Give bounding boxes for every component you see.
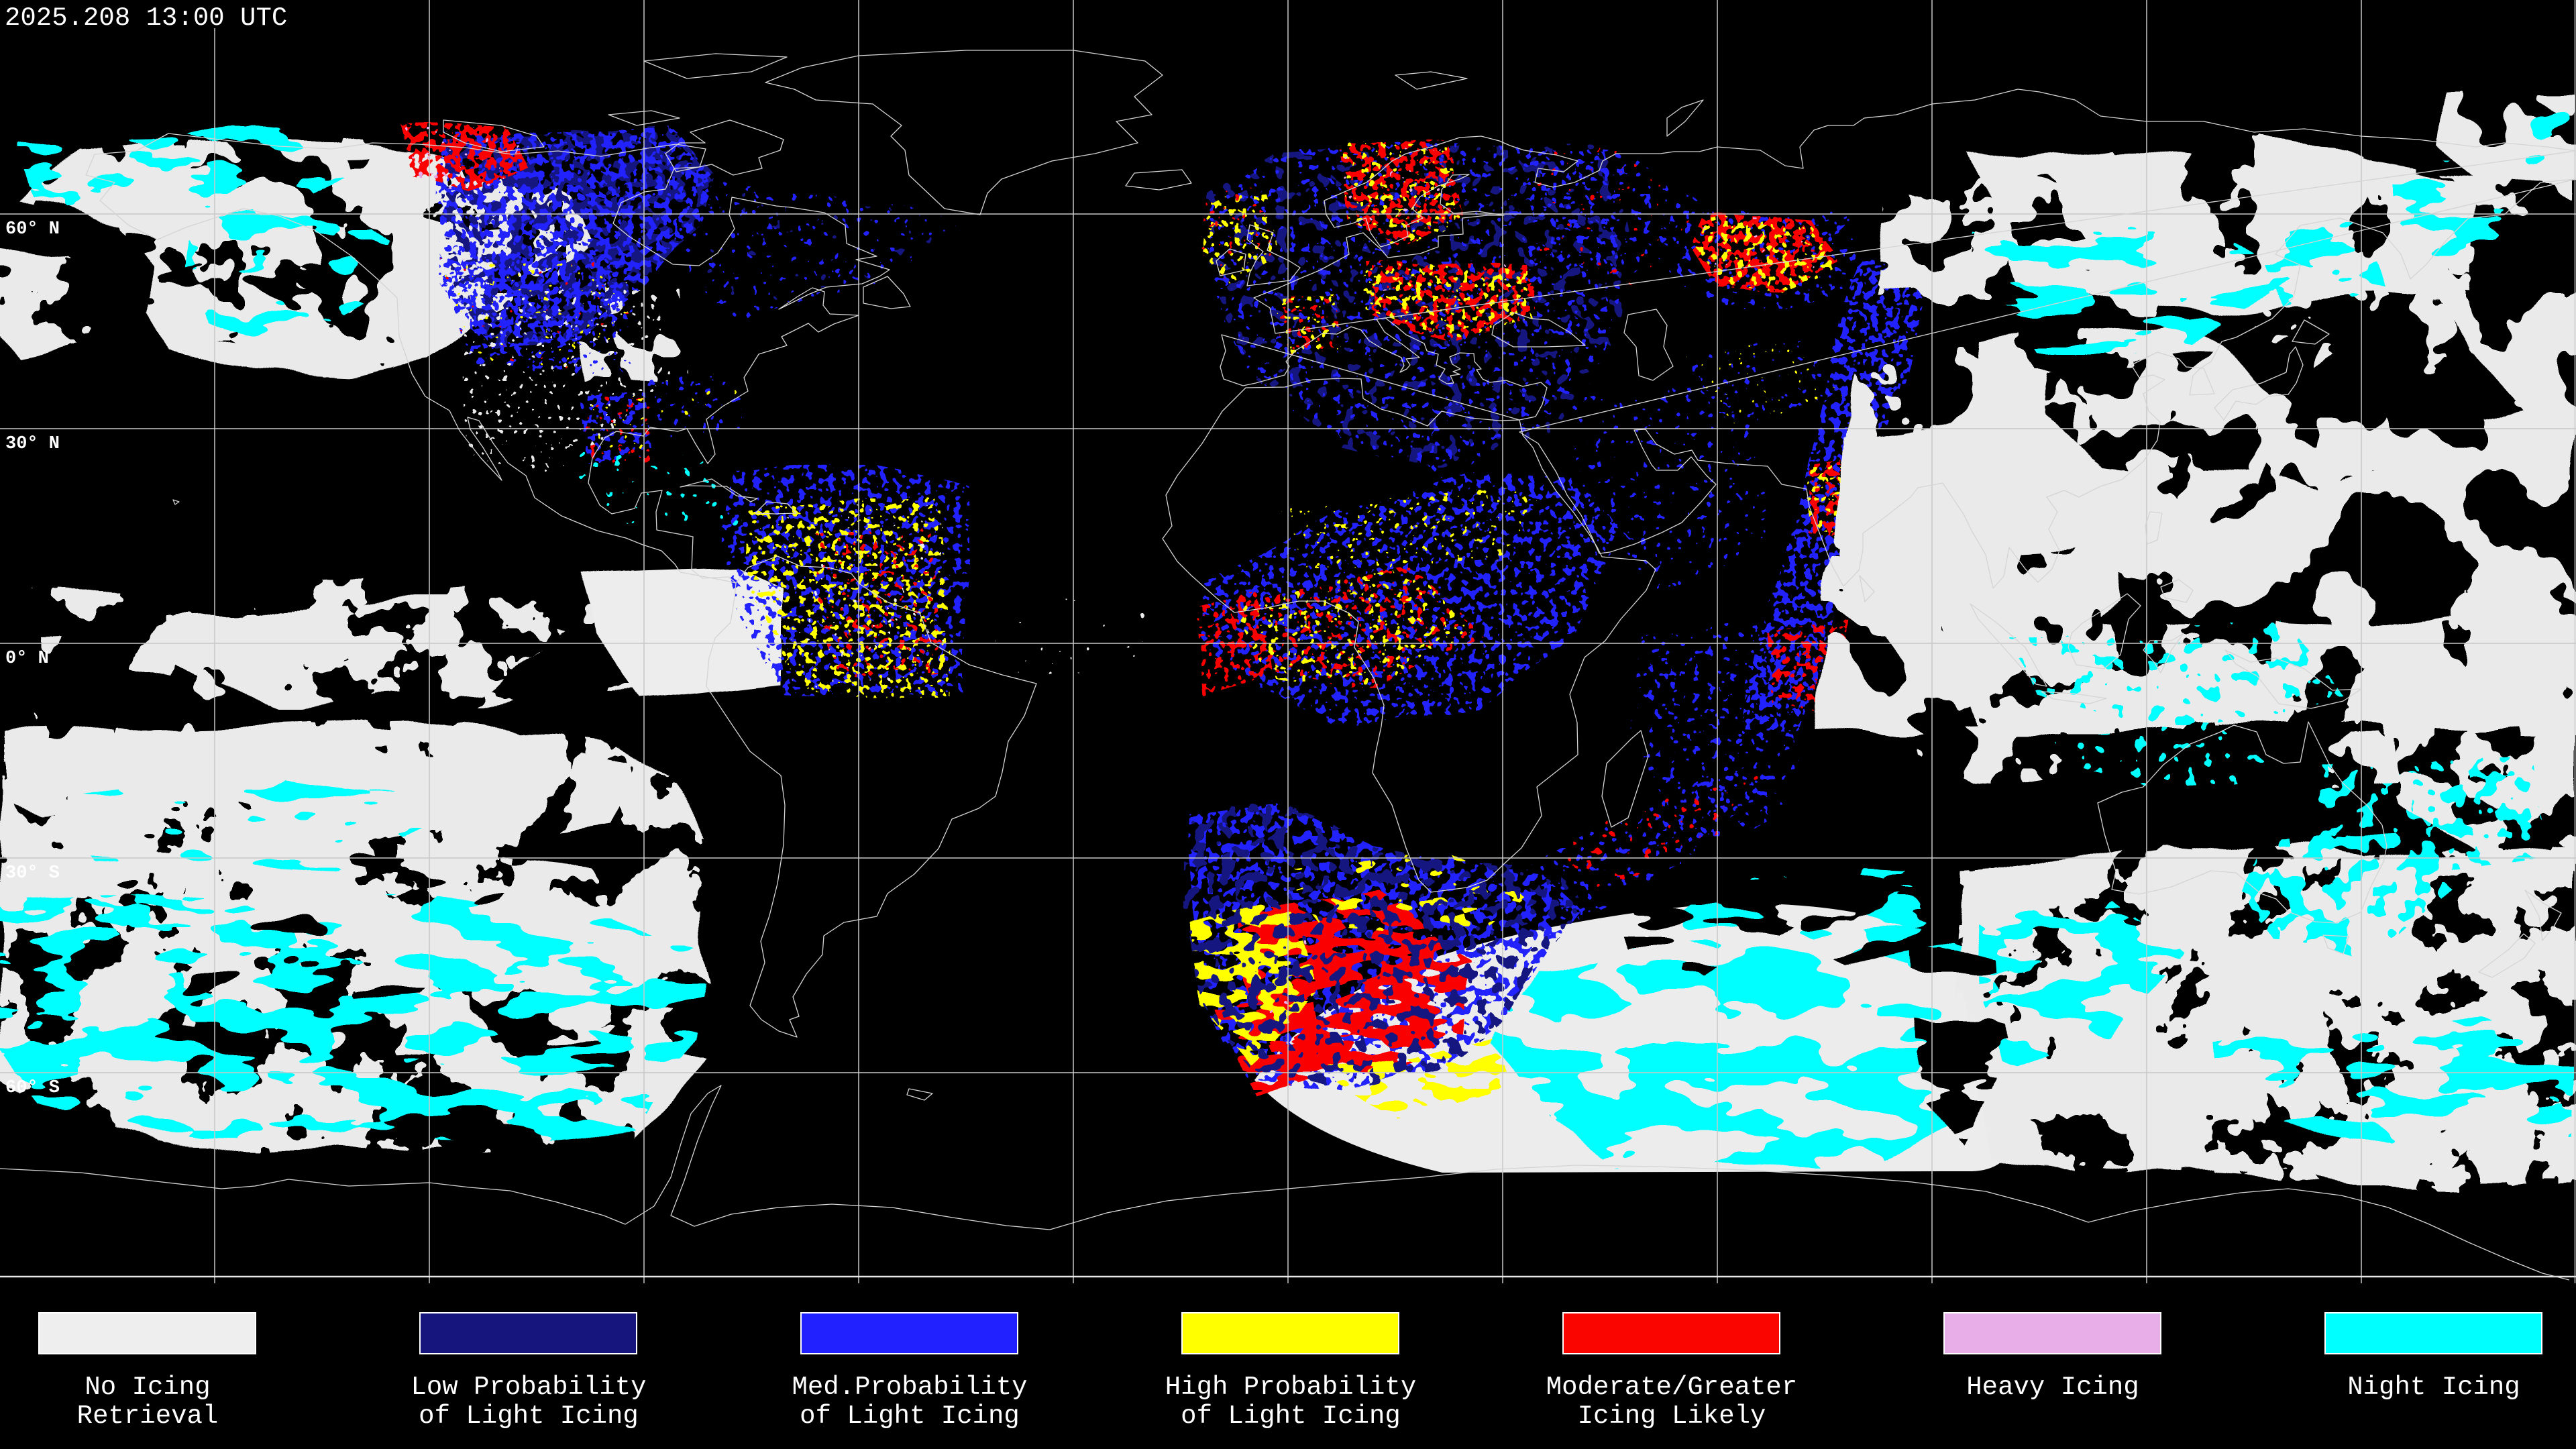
svg-text:of Light Icing: of Light Icing xyxy=(800,1401,1020,1431)
svg-text:Low Probability: Low Probability xyxy=(411,1373,646,1402)
svg-text:Moderate/Greater: Moderate/Greater xyxy=(1546,1373,1797,1402)
svg-text:60° N: 60° N xyxy=(5,219,60,239)
svg-text:0° N: 0° N xyxy=(5,649,49,669)
svg-text:of Light Icing: of Light Icing xyxy=(419,1401,639,1431)
svg-text:High Probability: High Probability xyxy=(1165,1373,1416,1402)
svg-text:Heavy Icing: Heavy Icing xyxy=(1966,1373,2139,1402)
svg-text:Retrieval: Retrieval xyxy=(77,1401,219,1431)
svg-text:No Icing: No Icing xyxy=(85,1373,210,1402)
svg-text:Icing Likely: Icing Likely xyxy=(1578,1401,1766,1431)
svg-text:of Light Icing: of Light Icing xyxy=(1181,1401,1401,1431)
svg-text:Med.Probability: Med.Probability xyxy=(792,1373,1027,1402)
svg-text:30° N: 30° N xyxy=(5,434,60,454)
svg-text:2025.208 13:00 UTC: 2025.208 13:00 UTC xyxy=(5,3,287,33)
svg-text:60° S: 60° S xyxy=(5,1078,60,1098)
svg-text:30° S: 30° S xyxy=(5,863,60,883)
svg-text:Night Icing: Night Icing xyxy=(2347,1373,2520,1402)
